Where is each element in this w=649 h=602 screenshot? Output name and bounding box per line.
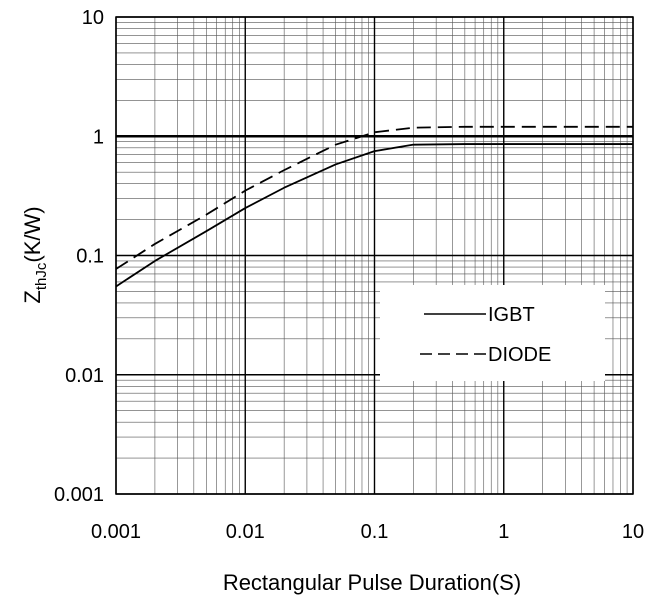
legend-box [380, 285, 605, 381]
y-tick-label: 0.01 [65, 365, 104, 387]
series-layer [115, 125, 633, 288]
y-tick-label: 10 [82, 7, 104, 29]
svg-text:ZthJc(K/W): ZthJc(K/W) [20, 206, 50, 303]
y-axis-title-units: (K/W) [20, 206, 45, 262]
series-line-igbt [115, 143, 633, 288]
x-tick-label: 1 [498, 521, 509, 543]
x-axis-title: Rectangular Pulse Duration(S) [223, 570, 521, 595]
x-tick-label: 0.1 [361, 521, 389, 543]
y-axis-title-subscript: thJc [33, 262, 50, 290]
y-axis-title: ZthJc(K/W) [20, 206, 50, 303]
legend: IGBT DIODE [380, 285, 605, 381]
legend-label-diode: DIODE [488, 344, 551, 366]
y-tick-labels: 0.001 0.01 0.1 1 10 [54, 7, 104, 506]
x-tick-label: 0.001 [91, 521, 141, 543]
legend-label-igbt: IGBT [488, 304, 535, 326]
y-tick-label: 1 [93, 126, 104, 148]
plot-frame [115, 16, 634, 495]
y-tick-label: 0.001 [54, 484, 104, 506]
x-tick-labels: 0.001 0.01 0.1 1 10 [91, 521, 644, 543]
x-tick-label: 0.01 [226, 521, 265, 543]
series-line-diode [115, 125, 633, 270]
y-axis-title-main: Z [20, 290, 45, 303]
y-tick-label: 0.1 [76, 246, 104, 268]
x-tick-label: 10 [622, 521, 644, 543]
